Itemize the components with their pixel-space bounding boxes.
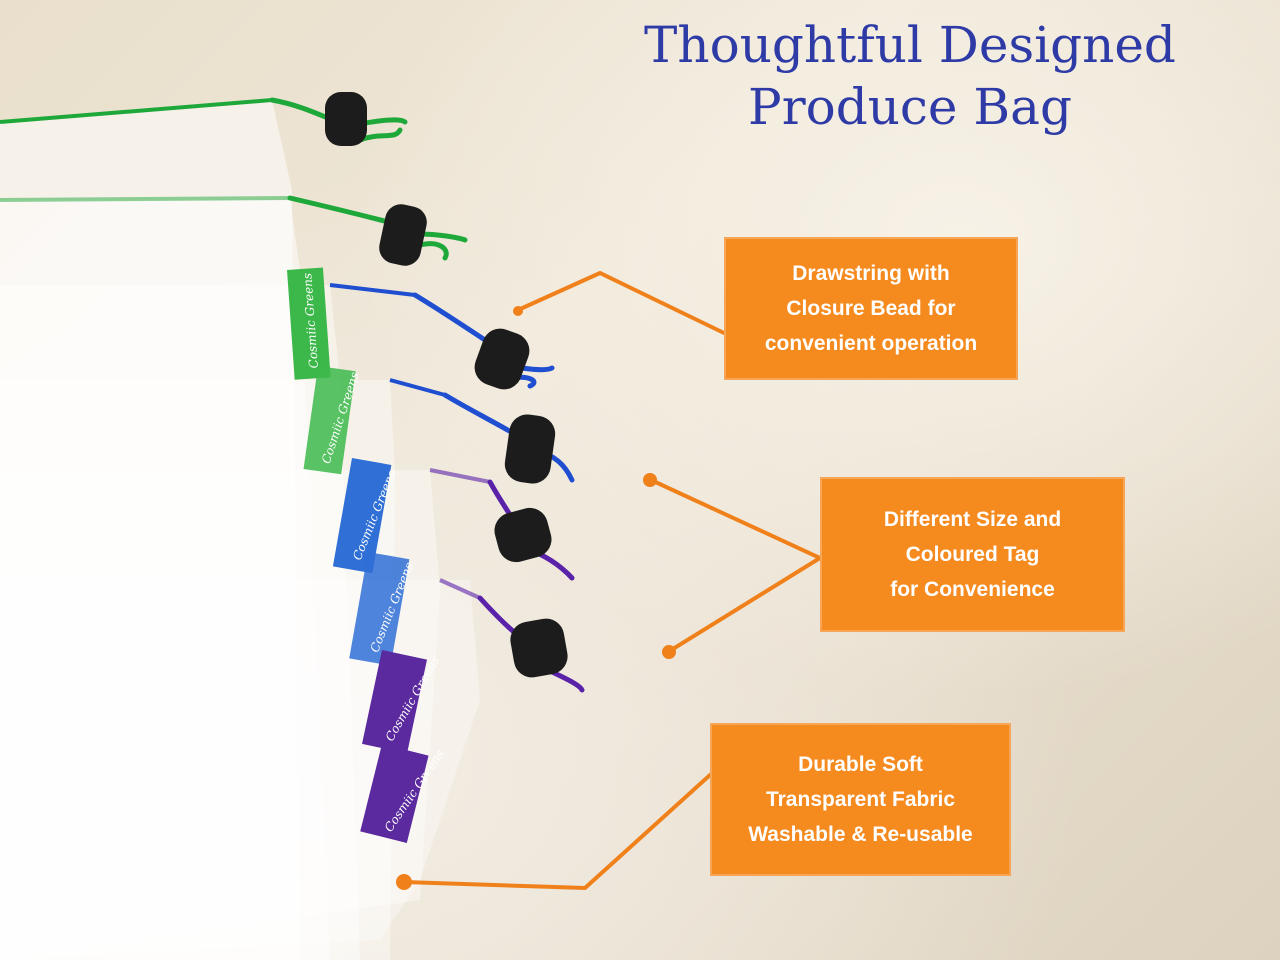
tag-green: Cosmiic Greens [287, 267, 331, 380]
callout-fabric: Durable Soft Transparent Fabric Washable… [710, 723, 1011, 876]
closure-bead [325, 92, 367, 146]
bag-hems [0, 98, 491, 600]
callout-drawstring: Drawstring with Closure Bead for conveni… [724, 237, 1018, 380]
hem-green [0, 98, 273, 124]
leader-line-fabric [402, 773, 712, 891]
hem-purple [439, 578, 481, 600]
closure-bead [494, 507, 552, 563]
callout-text-line: Closure Bead for [786, 297, 956, 320]
mesh-bag [0, 380, 395, 960]
hem-blue [329, 283, 416, 297]
callout-text-line: for Convenience [890, 578, 1055, 601]
tag-blue-label [349, 552, 410, 666]
closure-bead [474, 328, 530, 390]
closure-bead [379, 204, 427, 266]
drawstring-green [287, 195, 468, 261]
tag-green-label [303, 366, 356, 475]
mesh-bag [0, 470, 440, 960]
leader-dot-size-bottom [662, 645, 676, 659]
tag-blue-label [332, 458, 392, 574]
tag-green-label [287, 267, 331, 380]
callout-text-line: Durable Soft [798, 753, 923, 776]
hem-purple [429, 468, 491, 484]
callout-text-line: convenient operation [764, 332, 978, 355]
leader-dot-size-top [643, 473, 657, 487]
mesh-bag [0, 285, 360, 960]
title-line-1: Thoughtful Designed [644, 16, 1176, 74]
leader-line-size [649, 478, 825, 654]
callout-text-line: Coloured Tag [905, 543, 1040, 566]
tag-purple-label [362, 650, 427, 754]
leader-dot-drawstring [513, 306, 523, 316]
leader-dot-fabric [396, 874, 412, 890]
hem-green [0, 196, 291, 202]
callout-text-line: Drawstring with [792, 262, 950, 285]
tag-purple-label [360, 744, 429, 843]
callout-size-tags: Different Size and Coloured Tag for Conv… [820, 477, 1125, 632]
callout-text-line: Washable & Re-usable [748, 823, 973, 846]
callout-text-line: Different Size and [883, 508, 1062, 531]
mesh-bag [0, 200, 330, 960]
closure-bead [504, 414, 556, 484]
tag-brand-text: Cosmiic Greens [300, 273, 321, 369]
closure-bead [510, 618, 568, 678]
page-title: Thoughtful Designed Produce Bag [580, 14, 1240, 138]
callout-text-line: Transparent Fabric [765, 788, 956, 811]
closure-beads [325, 92, 568, 678]
mesh-bags [0, 100, 480, 960]
title-line-2: Produce Bag [748, 78, 1072, 136]
leader-line-drawstring [516, 270, 726, 335]
mesh-bag [0, 580, 480, 960]
hem-blue [389, 378, 446, 397]
